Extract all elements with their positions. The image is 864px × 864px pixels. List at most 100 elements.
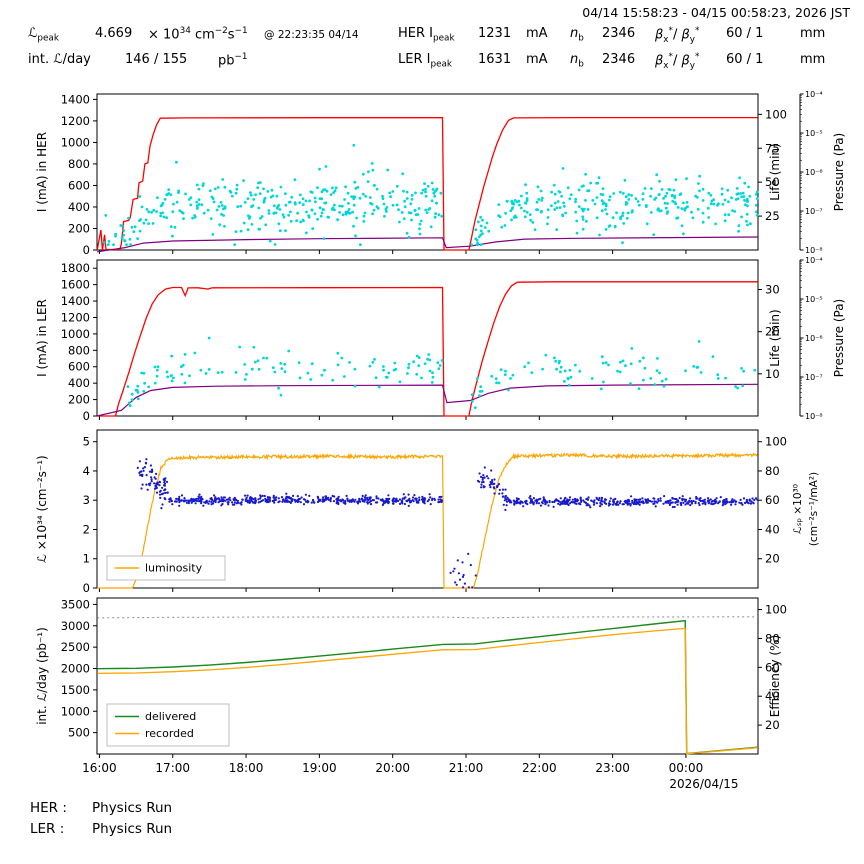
svg-text:4: 4 (83, 464, 90, 478)
svg-text:17:00: 17:00 (155, 761, 190, 775)
intlum-label: int. ℒ/day (28, 52, 91, 67)
svg-text:80: 80 (765, 464, 780, 478)
ler-pressure-axis-label: Pressure (Pa) (832, 299, 846, 377)
svg-text:10⁻⁵: 10⁻⁵ (805, 295, 823, 304)
ler-beta-unit: mm (800, 52, 826, 67)
svg-text:600: 600 (68, 178, 90, 192)
her-status-row: HER : Physics Run (30, 798, 864, 819)
svg-text:21:00: 21:00 (449, 761, 484, 775)
svg-text:3500: 3500 (61, 597, 90, 611)
svg-text:10⁻⁴: 10⁻⁴ (805, 90, 823, 99)
intlum-axes: 500 1000 1500 2000 2500 3000 3500 20 40 60 80 100 16… (61, 597, 787, 791)
svg-text:2026/04/15: 2026/04/15 (669, 777, 738, 791)
svg-text:1200: 1200 (61, 310, 90, 324)
svg-text:1600: 1600 (61, 278, 90, 292)
intlum-unit: pb−1 (218, 52, 248, 69)
series-her-lifetime (102, 143, 759, 247)
ler-status-row: LER : Physics Run (30, 819, 864, 840)
svg-text:75: 75 (765, 141, 780, 155)
svg-text:1400: 1400 (61, 92, 90, 106)
svg-text:100: 100 (765, 107, 787, 121)
time-range: 04/14 15:58:23 - 04/15 00:58:23, 2026 JS… (582, 5, 850, 20)
luminosity-y-axis-label: ℒ ×10³⁴ (cm⁻²s⁻¹) (35, 455, 49, 562)
specific-luminosity-axis-label-line1: ℒₛₚ ×10³⁰ (792, 484, 804, 534)
svg-text:10⁻⁵: 10⁻⁵ (805, 129, 823, 138)
her-nb-label: nb (570, 26, 584, 44)
svg-text:1000: 1000 (61, 135, 90, 149)
series-recorded (97, 627, 758, 755)
svg-text:20: 20 (765, 325, 780, 339)
svg-text:16:00: 16:00 (82, 761, 117, 775)
series-efficiency (97, 616, 758, 619)
svg-text:800: 800 (68, 343, 90, 357)
ler-status-value: Physics Run (92, 821, 173, 837)
her-nb-value: 2346 (602, 26, 636, 41)
her-beta-label: βx*/ βy* (655, 26, 700, 45)
series-ler-beam-current (97, 281, 758, 417)
svg-text:10⁻⁷: 10⁻⁷ (805, 373, 823, 382)
her-life-axis-label: Life (min) (768, 143, 782, 200)
panel-integrated-luminosity: int. ℒ/day (pb⁻¹) Efficiency (%) 5001000… (35, 597, 787, 791)
svg-text:400: 400 (68, 200, 90, 214)
svg-text:3000: 3000 (61, 619, 90, 633)
svg-text:1400: 1400 (61, 294, 90, 308)
svg-text:800: 800 (68, 157, 90, 171)
svg-text:200: 200 (68, 221, 90, 235)
svg-text:60: 60 (765, 493, 780, 507)
svg-text:0: 0 (83, 581, 90, 594)
panel-ler-current: I (mA) in LER Life (min) Pressure (Pa) 0… (35, 256, 846, 422)
ler-life-axis-label: Life (min) (768, 309, 782, 366)
her-status-value: Physics Run (92, 800, 173, 816)
svg-text:10⁻⁸: 10⁻⁸ (805, 412, 823, 421)
ler-ipeak-unit: mA (526, 52, 548, 67)
her-ipeak-unit: mA (526, 26, 548, 41)
svg-text:20: 20 (765, 552, 780, 566)
svg-text:10⁻⁷: 10⁻⁷ (805, 207, 823, 216)
header: 04/14 15:58:23 - 04/15 00:58:23, 2026 JS… (0, 0, 864, 88)
svg-text:40: 40 (765, 522, 780, 536)
ler-beta-label: βx*/ βy* (655, 52, 700, 71)
panel-luminosity: ℒ ×10³⁴ (cm⁻²s⁻¹) ℒₛₚ ×10³⁰ (cm⁻²s⁻¹/mA²… (35, 429, 820, 594)
svg-text:23:00: 23:00 (595, 761, 630, 775)
svg-text:100: 100 (765, 603, 787, 617)
ler-ipeak-label: LER Ipeak (398, 52, 453, 70)
ler-nb-value: 2346 (602, 52, 636, 67)
intlum-value: 146 / 155 (125, 52, 188, 67)
svg-text:00:00: 00:00 (669, 761, 704, 775)
her-ipeak-value: 1231 (478, 26, 512, 41)
svg-text:10⁻⁴: 10⁻⁴ (805, 256, 823, 265)
svg-text:5: 5 (83, 435, 90, 449)
lpeak-value: 4.669 (95, 26, 133, 41)
ler-beta-value: 60 / 1 (726, 52, 764, 67)
svg-text:22:00: 22:00 (522, 761, 557, 775)
svg-text:3: 3 (83, 493, 90, 507)
svg-text:10: 10 (765, 367, 780, 381)
series-luminosity (97, 451, 758, 589)
svg-text:1800: 1800 (61, 261, 90, 275)
her-beta-unit: mm (800, 26, 826, 41)
series-her-beam-current (96, 116, 758, 251)
svg-text:luminosity: luminosity (145, 562, 203, 575)
svg-text:10⁻⁸: 10⁻⁸ (805, 246, 823, 255)
svg-text:50: 50 (765, 175, 780, 189)
lumi-axes: 0 1 2 3 4 5 20 40 60 80 100 (83, 429, 787, 594)
svg-text:18:00: 18:00 (229, 761, 264, 775)
svg-text:1: 1 (83, 552, 90, 566)
svg-text:1200: 1200 (61, 114, 90, 128)
ler-status-label: LER : (30, 821, 65, 837)
svg-text:500: 500 (68, 726, 90, 740)
lpeak-unit: × 1034 cm−2s−1 (148, 26, 248, 43)
svg-text:20:00: 20:00 (375, 761, 410, 775)
panel-her-current: I (mA) in HER Life (min) Pressure (Pa) 0… (35, 90, 846, 256)
svg-text:25: 25 (765, 209, 780, 223)
svg-text:0: 0 (83, 243, 90, 256)
her-y-axis-label: I (mA) in HER (35, 132, 49, 212)
ler-nb-label: nb (570, 52, 584, 70)
series-ler-pressure (97, 383, 758, 417)
svg-text:19:00: 19:00 (302, 761, 337, 775)
lpeak-label: ℒpeak (28, 26, 59, 44)
her-pressure-axis-label: Pressure (Pa) (832, 133, 846, 211)
efficiency-axis-label: Efficiency (%) (768, 635, 782, 717)
lpeak-timestamp: @ 22:23:35 04/14 (264, 29, 359, 41)
svg-text:1000: 1000 (61, 704, 90, 718)
